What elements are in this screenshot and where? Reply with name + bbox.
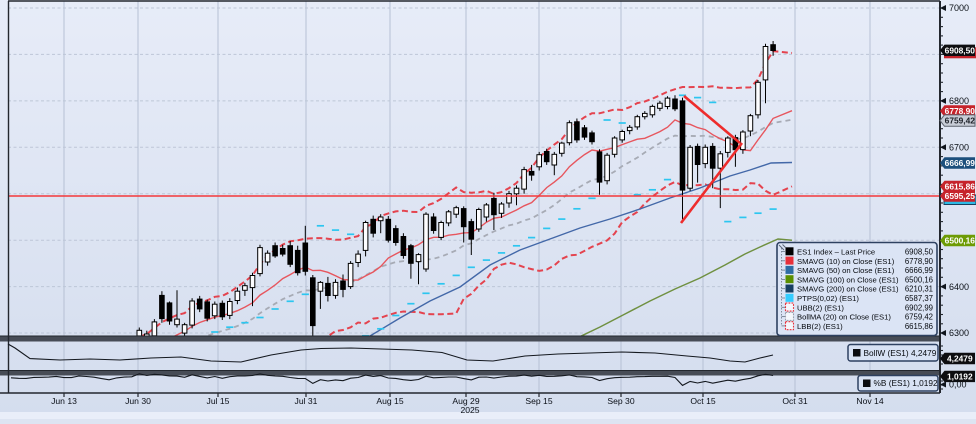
svg-text:2025: 2025 xyxy=(460,405,479,415)
svg-text:BollW (ES1) 4,2479: BollW (ES1) 4,2479 xyxy=(864,348,937,358)
svg-text:6778,90: 6778,90 xyxy=(945,106,976,116)
svg-text:6700: 6700 xyxy=(949,143,969,153)
svg-text:6587,37: 6587,37 xyxy=(905,294,933,303)
svg-text:6400: 6400 xyxy=(949,282,969,292)
svg-text:4,2479: 4,2479 xyxy=(947,354,973,364)
svg-text:Oct 15: Oct 15 xyxy=(690,396,716,406)
svg-text:6908,50: 6908,50 xyxy=(905,248,934,257)
svg-text:6666,99: 6666,99 xyxy=(945,158,976,168)
svg-text:Aug 15: Aug 15 xyxy=(376,396,403,406)
svg-text:BollMA (20) on Close (ES1): BollMA (20) on Close (ES1) xyxy=(797,313,891,322)
svg-text:6778,90: 6778,90 xyxy=(905,257,934,266)
svg-text:6210,31: 6210,31 xyxy=(905,285,933,294)
svg-text:6615,86: 6615,86 xyxy=(945,182,976,192)
svg-text:Jun 30: Jun 30 xyxy=(125,396,151,406)
svg-text:UBB(2) (ES1): UBB(2) (ES1) xyxy=(797,303,844,312)
svg-text:6300: 6300 xyxy=(949,328,969,338)
svg-text:SMAVG (100) on Close (ES1): SMAVG (100) on Close (ES1) xyxy=(797,275,899,284)
svg-text:6759,42: 6759,42 xyxy=(905,313,933,322)
svg-text:SMAVG (10) on Close (ES1): SMAVG (10) on Close (ES1) xyxy=(797,257,895,266)
svg-text:Oct 31: Oct 31 xyxy=(782,396,808,406)
svg-text:Aug 29: Aug 29 xyxy=(452,396,479,406)
svg-text:6902,99: 6902,99 xyxy=(905,303,933,312)
svg-text:PTPS(0,02) (ES1): PTPS(0,02) (ES1) xyxy=(797,294,859,303)
svg-text:Jun 13: Jun 13 xyxy=(51,396,77,406)
svg-text:SMAVG (200) on Close (ES1): SMAVG (200) on Close (ES1) xyxy=(797,285,899,294)
svg-text:6908,50: 6908,50 xyxy=(945,45,976,55)
svg-text:Sep 30: Sep 30 xyxy=(607,396,634,406)
svg-text:6500,16: 6500,16 xyxy=(945,236,976,246)
svg-text:%B (ES1) 1,0192: %B (ES1) 1,0192 xyxy=(874,378,938,388)
svg-text:6500,16: 6500,16 xyxy=(905,275,933,284)
svg-text:SMAVG (50) on Close (ES1): SMAVG (50) on Close (ES1) xyxy=(797,266,895,275)
svg-text:0,00: 0,00 xyxy=(949,380,967,390)
svg-text:6595,25: 6595,25 xyxy=(945,191,976,201)
svg-text:ES1 Index – Last Price: ES1 Index – Last Price xyxy=(797,248,875,257)
svg-text:1,0192: 1,0192 xyxy=(947,372,973,382)
svg-text:7000: 7000 xyxy=(949,3,969,13)
svg-text:6615,86: 6615,86 xyxy=(905,322,933,331)
svg-text:Jul 31: Jul 31 xyxy=(295,396,318,406)
svg-text:Sep 15: Sep 15 xyxy=(525,396,552,406)
svg-text:Jul 15: Jul 15 xyxy=(207,396,230,406)
svg-text:Nov 14: Nov 14 xyxy=(856,396,883,406)
svg-text:6759,42: 6759,42 xyxy=(945,116,976,126)
svg-text:6800: 6800 xyxy=(949,96,969,106)
svg-text:LBB(2) (ES1): LBB(2) (ES1) xyxy=(797,322,843,331)
svg-text:6666,99: 6666,99 xyxy=(905,266,933,275)
